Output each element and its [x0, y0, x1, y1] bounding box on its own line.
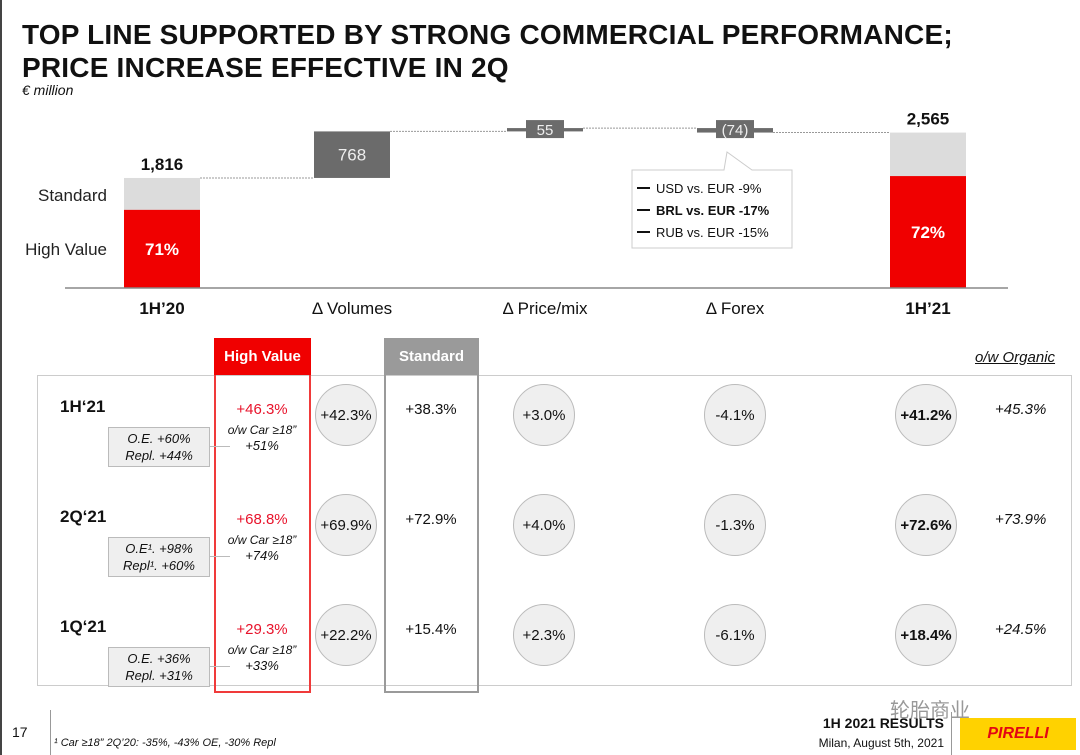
- forex-callout-item: BRL vs. EUR -17%: [656, 203, 770, 218]
- watermark: 轮胎商业: [890, 700, 970, 722]
- car-18-label: o/w Car ≥18”: [227, 643, 297, 657]
- high-value-bar: [124, 209, 200, 288]
- header-organic: o/w Organic: [975, 349, 1056, 366]
- total-growth-circle: +18.4%: [895, 604, 957, 666]
- footer-divider: [50, 710, 51, 755]
- slide-title: TOP LINE SUPPORTED BY STRONG COMMERCIAL …: [22, 19, 953, 83]
- delta-label-box: [716, 120, 754, 139]
- row-label: 1H‘21: [60, 397, 106, 416]
- high-value-column: [214, 375, 311, 693]
- oe-repl-box: O.E. +36% Repl. +31%: [108, 647, 210, 687]
- row-label: 2Q‘21: [60, 507, 107, 526]
- legend-standard: Standard: [38, 186, 107, 205]
- forex-circle: -4.1%: [704, 384, 766, 446]
- category-label: Δ Price/mix: [502, 299, 588, 318]
- category-label: 1H’20: [139, 299, 184, 318]
- volumes-circle: +42.3%: [315, 384, 377, 446]
- car-18-growth: +74%: [245, 548, 279, 563]
- forex-callout: [631, 151, 793, 249]
- standard-growth: +38.3%: [405, 401, 457, 418]
- price-mix-circle: +3.0%: [513, 384, 575, 446]
- row-label: 1Q‘21: [60, 617, 107, 636]
- car-18-label: o/w Car ≥18”: [227, 423, 297, 437]
- organic-growth: +24.5%: [995, 621, 1047, 638]
- legend-high-value: High Value: [25, 240, 107, 259]
- delta-value-label: (74): [722, 122, 749, 139]
- footnote: ¹ Car ≥18” 2Q’20: -35%, -43% OE, -30% Re…: [54, 737, 276, 749]
- place-date: Milan, August 5th, 2021: [818, 736, 944, 750]
- header-high-value: High Value: [214, 338, 311, 375]
- delta-bar: [314, 131, 390, 178]
- oe-growth: O.E. +60%: [127, 431, 191, 446]
- forex-circle: -1.3%: [704, 494, 766, 556]
- high-value-share-label: 72%: [911, 223, 945, 242]
- pirelli-logo: PIRELLI: [960, 718, 1076, 750]
- high-value-share-label: 71%: [145, 240, 179, 259]
- oe-growth: O.E¹. +98%: [125, 541, 193, 556]
- total-value-label: 2,565: [907, 110, 950, 129]
- high-value-growth: +68.8%: [236, 511, 288, 528]
- volumes-circle: +69.9%: [315, 494, 377, 556]
- repl-growth: Repl¹. +60%: [123, 558, 195, 573]
- organic-growth: +73.9%: [995, 511, 1047, 528]
- forex-callout-item: USD vs. EUR -9%: [656, 181, 762, 196]
- oe-repl-box: O.E. +60% Repl. +44%: [108, 427, 210, 467]
- footer-divider-right: [951, 712, 952, 755]
- page-number: 17: [12, 724, 28, 740]
- connector-line: [210, 666, 230, 667]
- unit-label: € million: [22, 82, 74, 98]
- total-value-label: 1,816: [141, 155, 184, 174]
- volumes-circle: +22.2%: [315, 604, 377, 666]
- results-title: 1H 2021 RESULTS: [822, 715, 944, 731]
- price-mix-circle: +2.3%: [513, 604, 575, 666]
- forex-circle: -6.1%: [704, 604, 766, 666]
- repl-growth: Repl. +44%: [125, 448, 193, 463]
- high-value-growth: +46.3%: [236, 401, 288, 418]
- car-18-label: o/w Car ≥18”: [227, 533, 297, 547]
- delta-label-box: [526, 120, 564, 139]
- car-18-growth: +51%: [245, 438, 279, 453]
- total-growth-circle: +41.2%: [895, 384, 957, 446]
- category-label: Δ Volumes: [312, 299, 392, 318]
- category-label: Δ Forex: [706, 299, 765, 318]
- standard-column: [384, 375, 479, 693]
- standard-growth: +72.9%: [405, 511, 457, 528]
- price-mix-circle: +4.0%: [513, 494, 575, 556]
- forex-callout-item: RUB vs. EUR -15%: [656, 225, 769, 240]
- oe-growth: O.E. +36%: [127, 651, 191, 666]
- category-label: 1H’21: [905, 299, 950, 318]
- delta-value-label: 768: [338, 146, 366, 165]
- header-standard: Standard: [384, 338, 479, 375]
- delta-value-label: 55: [537, 122, 554, 139]
- oe-repl-box: O.E¹. +98% Repl¹. +60%: [108, 537, 210, 577]
- high-value-growth: +29.3%: [236, 621, 288, 638]
- standard-growth: +15.4%: [405, 621, 457, 638]
- car-18-growth: +33%: [245, 658, 279, 673]
- waterfall-chart: 1,816 71% 1H’20 768 Δ Volumes 55 Δ Price/mix (7…: [25, 110, 1008, 318]
- repl-growth: Repl. +31%: [125, 668, 193, 683]
- growth-table: [37, 375, 1072, 686]
- connector-line: [210, 446, 230, 447]
- connector-line: [210, 556, 230, 557]
- total-growth-circle: +72.6%: [895, 494, 957, 556]
- high-value-bar: [890, 176, 966, 288]
- organic-growth: +45.3%: [995, 401, 1047, 418]
